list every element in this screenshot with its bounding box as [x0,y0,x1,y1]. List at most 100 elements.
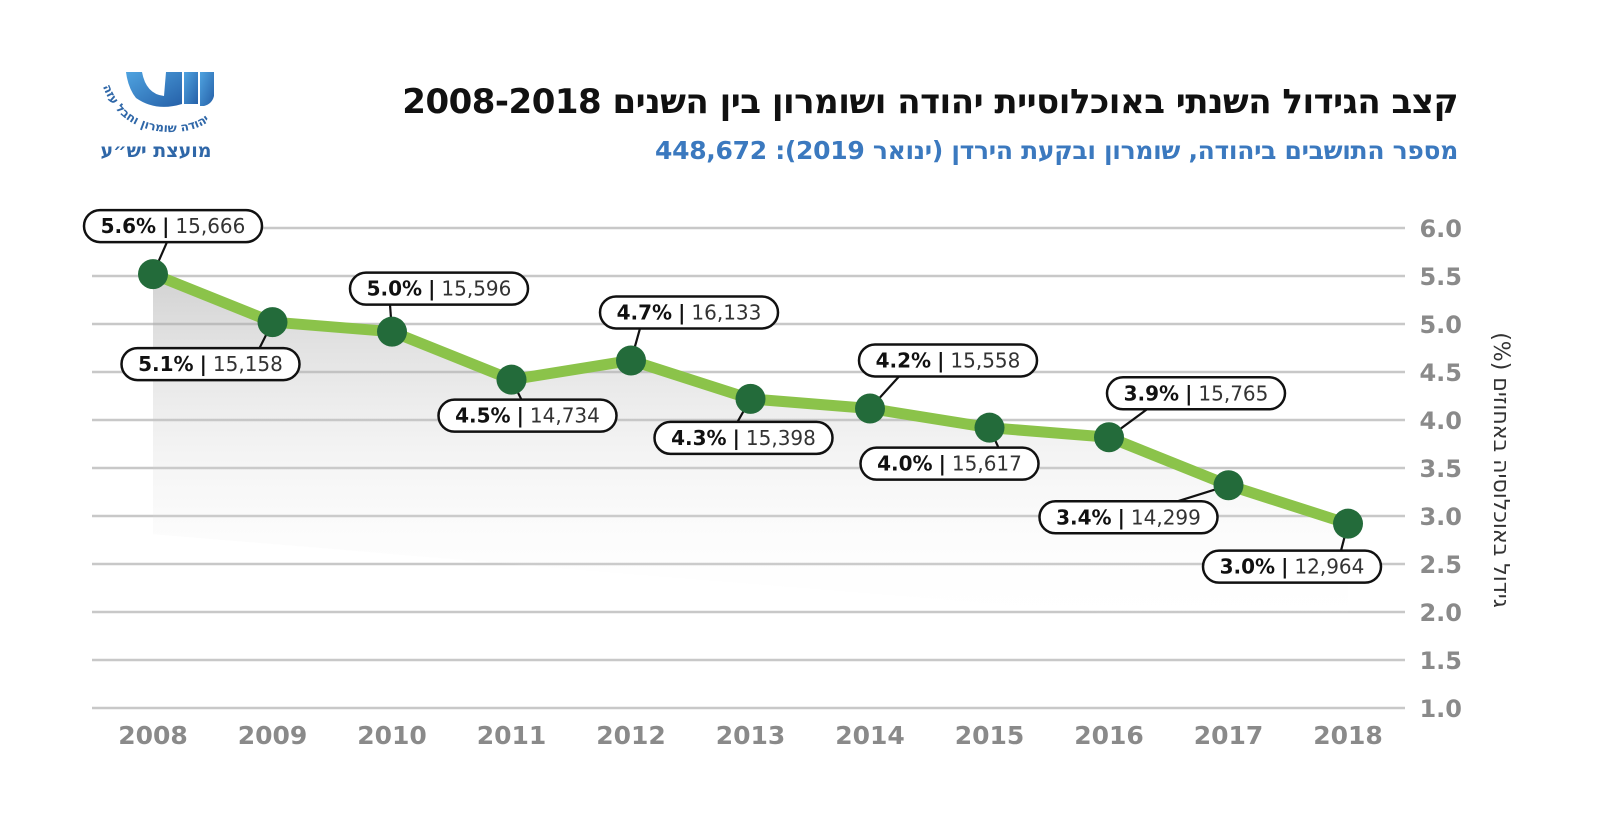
data-point-2009 [257,307,288,338]
callout-count: 12,964 [1294,555,1364,579]
callout-count: 15,596 [441,277,511,301]
callout-count: 16,133 [691,300,761,324]
data-callout: 5.6% | 15,666 [82,208,264,244]
data-callout: 4.2% | 15,558 [857,343,1039,378]
y-tick-label: 4.0 [1419,407,1462,435]
data-point-2012 [616,345,646,376]
callout-pill [82,208,264,244]
callout-separator: | [428,277,435,301]
y-tick-label: 1.5 [1419,647,1462,675]
data-callout: 5.1% | 15,158 [120,346,301,382]
callout-percent: 4.0% [877,452,932,476]
data-point-2015 [974,412,1005,443]
x-tick-label: 2013 [716,721,786,750]
y-tick-label: 5.5 [1419,263,1462,291]
data-callout: 4.3% | 15,398 [653,420,834,456]
callout-separator: | [517,404,524,428]
x-tick-label: 2011 [477,721,547,750]
callout-percent: 4.2% [876,348,931,372]
callout-text: 3.0% | 12,964 [1220,555,1365,579]
data-callout: 3.0% | 12,964 [1201,549,1383,584]
x-tick-label: 2015 [955,721,1025,750]
callout-percent: 4.7% [617,300,672,324]
data-point-2011 [496,364,527,395]
callout-text: 4.7% | 16,133 [617,300,762,324]
callout-percent: 3.4% [1056,505,1111,529]
callout-separator: | [200,352,207,376]
data-callout: 3.4% | 14,299 [1038,500,1219,535]
callout-text: 4.5% | 14,734 [455,404,600,428]
chart-title: קצב הגידול השנתי באוכלוסיית יהודה ושומרו… [402,82,1458,122]
y-tick-label: 2.5 [1419,551,1462,579]
callout-percent: 5.0% [367,277,422,301]
chart-subtitle: מספר התושבים ביהודה, שומרון ובקעת הירדן … [655,136,1458,165]
yesha-council-logo: יהודה שומרון וחבל עזה [100,72,214,135]
x-tick-label: 2008 [118,721,188,750]
callout-separator: | [733,426,740,450]
data-callout: 4.5% | 14,734 [437,398,618,433]
callout-separator: | [939,452,946,476]
y-tick-label: 2.0 [1419,599,1462,627]
x-tick-label: 2009 [238,721,308,750]
callout-percent: 3.0% [1220,555,1275,579]
y-tick-label: 1.0 [1419,695,1462,723]
callout-pill [1201,549,1383,584]
data-point-2013 [735,383,766,414]
callout-percent: 4.3% [671,426,726,450]
callout-separator: | [1281,555,1288,579]
x-tick-label: 2016 [1074,721,1144,750]
logo-mark [126,72,214,107]
data-callout: 4.0% | 15,617 [859,446,1040,481]
callout-count: 15,617 [952,452,1022,476]
callout-separator: | [678,300,685,324]
y-tick-label: 3.0 [1419,503,1462,531]
data-point-2017 [1213,470,1244,501]
y-tick-label: 6.0 [1419,215,1462,243]
callout-text: 3.9% | 15,765 [1124,381,1269,405]
callout-pill [598,295,780,330]
callout-text: 4.3% | 15,398 [671,426,816,450]
data-point-2010 [377,316,407,347]
callout-pill [859,446,1040,481]
x-tick-label: 2012 [596,721,666,750]
callout-separator: | [1118,505,1125,529]
callout-text: 5.1% | 15,158 [138,352,283,376]
callout-text: 5.0% | 15,596 [367,277,512,301]
callout-separator: | [1185,381,1192,405]
callout-percent: 5.1% [138,352,193,376]
data-callout: 4.7% | 16,133 [598,295,780,330]
callout-pill [653,420,834,456]
y-tick-label: 5.0 [1419,311,1462,339]
data-callout: 5.0% | 15,596 [348,271,530,306]
callout-count: 15,666 [175,214,245,238]
callout-count: 15,558 [950,348,1020,372]
x-tick-label: 2017 [1194,721,1264,750]
callout-percent: 3.9% [1124,381,1179,405]
y-tick-label: 3.5 [1419,455,1462,483]
callout-separator: | [162,214,169,238]
data-point-2014 [855,393,885,424]
y-axis-label: גידול באוכלוסיה באחוזים (%) [1488,332,1513,608]
callout-count: 14,734 [530,404,600,428]
callout-pill [1038,500,1219,535]
callout-pill [1105,376,1287,411]
callout-count: 14,299 [1131,505,1201,529]
callout-percent: 5.6% [101,214,156,238]
callout-pill [348,271,530,306]
data-point-2018 [1333,508,1363,539]
callout-count: 15,158 [213,352,283,376]
data-point-2016 [1094,422,1124,453]
y-tick-label: 4.5 [1419,359,1462,387]
data-markers [138,259,1363,539]
callout-text: 5.6% | 15,666 [101,214,246,238]
callout-pill [857,343,1039,378]
logo-caption: מועצת יש״ע [100,140,212,162]
x-tick-label: 2014 [835,721,905,750]
callout-separator: | [937,348,944,372]
x-tick-label: 2010 [357,721,427,750]
callout-count: 15,765 [1198,381,1268,405]
callout-count: 15,398 [746,426,816,450]
x-tick-label: 2018 [1313,721,1383,750]
